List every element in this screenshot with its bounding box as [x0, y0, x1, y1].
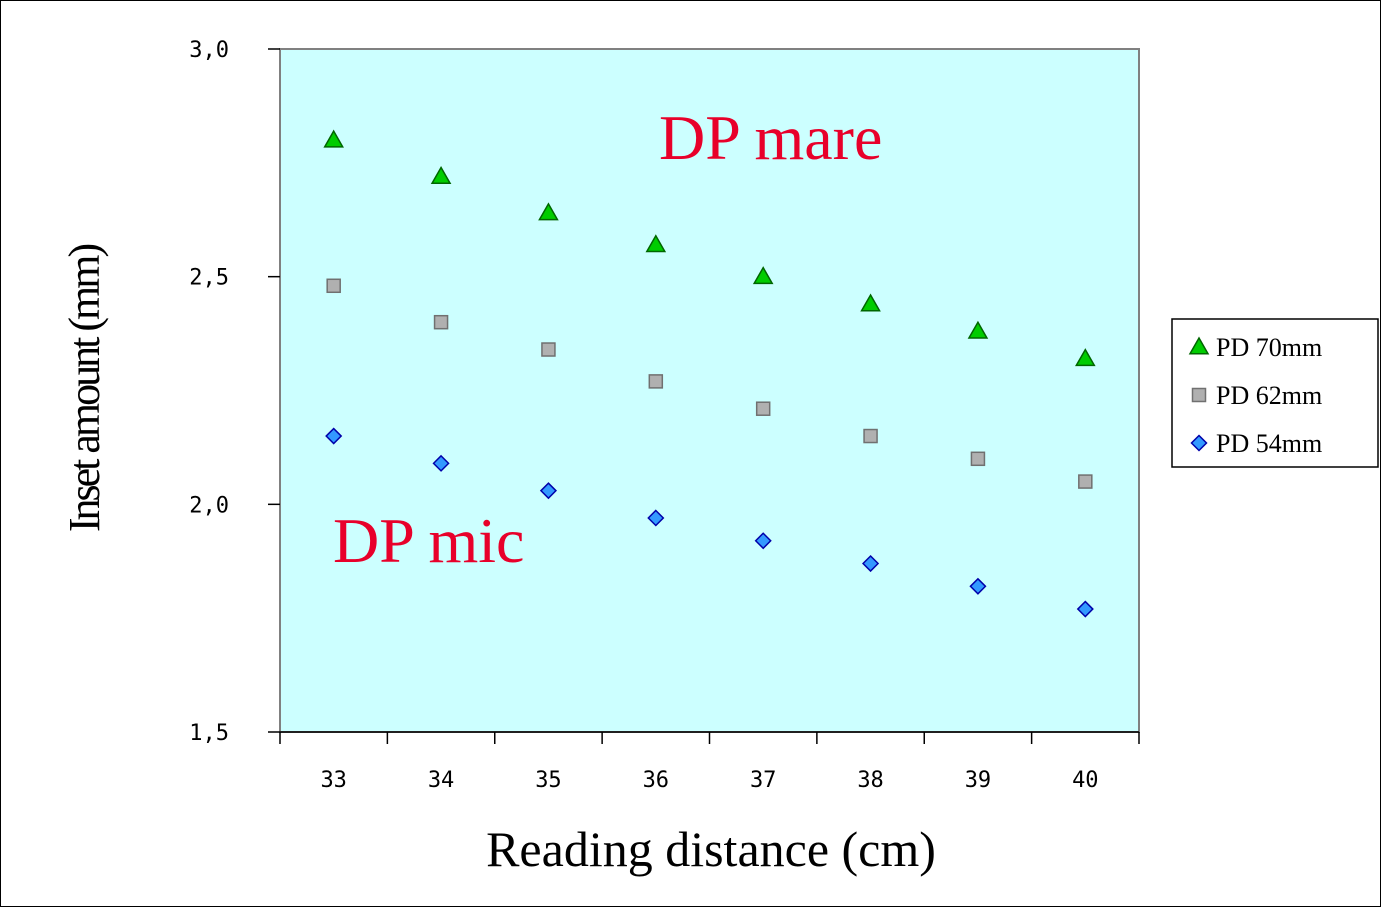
- data-point-triangle: [967, 320, 989, 339]
- data-point-square: [433, 314, 449, 330]
- data-point-triangle: [430, 165, 452, 184]
- data-point-square: [541, 342, 556, 357]
- x-tick-label: 40: [1072, 768, 1099, 793]
- legend-marker-triangle: [1188, 336, 1210, 355]
- data-point-square: [863, 428, 878, 444]
- data-point-square: [648, 374, 664, 389]
- data-point-diamond: [647, 509, 665, 527]
- legend-marker-diamond: [1190, 434, 1208, 452]
- annotation-dp-mic: DP mic: [333, 505, 524, 576]
- x-tick-label: 37: [750, 768, 777, 793]
- data-point-diamond: [1076, 600, 1094, 618]
- legend-label: PD 70mm: [1216, 333, 1322, 362]
- y-axis-title: Inset amount (mm): [60, 245, 109, 533]
- data-point-triangle: [645, 234, 667, 253]
- legend-label: PD 54mm: [1216, 429, 1322, 458]
- y-tick-label: 2,0: [189, 493, 229, 518]
- y-tick-label: 3,0: [189, 38, 229, 63]
- data-point-diamond: [754, 532, 772, 550]
- x-tick-label: 34: [428, 768, 455, 793]
- data-point-square: [970, 451, 986, 467]
- y-tick-label: 2,5: [189, 266, 229, 291]
- data-point-square: [326, 278, 341, 294]
- data-point-triangle: [1075, 348, 1096, 367]
- legend: PD 70mm PD 62mm PD 54mm: [1171, 318, 1379, 468]
- data-point-triangle: [323, 129, 344, 148]
- data-point-square: [1078, 474, 1093, 489]
- data-point-diamond: [325, 427, 343, 445]
- data-point-triangle: [860, 293, 881, 312]
- data-points: [323, 129, 1096, 618]
- data-point-triangle: [538, 202, 559, 221]
- data-point-diamond: [539, 482, 557, 500]
- x-tick-label: 39: [965, 768, 992, 793]
- y-tick-label: 1,5: [189, 721, 229, 746]
- data-point-diamond: [862, 554, 880, 573]
- y-axis: 1,5 2,0 2,5 3,0: [189, 38, 280, 746]
- legend-label: PD 62mm: [1216, 381, 1322, 410]
- x-axis-title: Reading distance (cm): [486, 821, 936, 877]
- data-point-diamond: [969, 577, 987, 595]
- legend-marker-square: [1191, 387, 1207, 403]
- annotation-dp-mare: DP mare: [659, 102, 882, 173]
- data-point-square: [755, 401, 771, 416]
- plot-area: [279, 48, 1140, 733]
- x-tick-label: 33: [320, 768, 347, 793]
- data-point-triangle: [752, 266, 774, 285]
- data-point-diamond: [432, 454, 450, 472]
- x-tick-label: 38: [857, 768, 884, 793]
- x-tick-label: 36: [643, 768, 670, 793]
- x-tick-label: 35: [535, 768, 562, 793]
- x-axis: 33 34 35 36 37 38 39 40: [279, 731, 1140, 793]
